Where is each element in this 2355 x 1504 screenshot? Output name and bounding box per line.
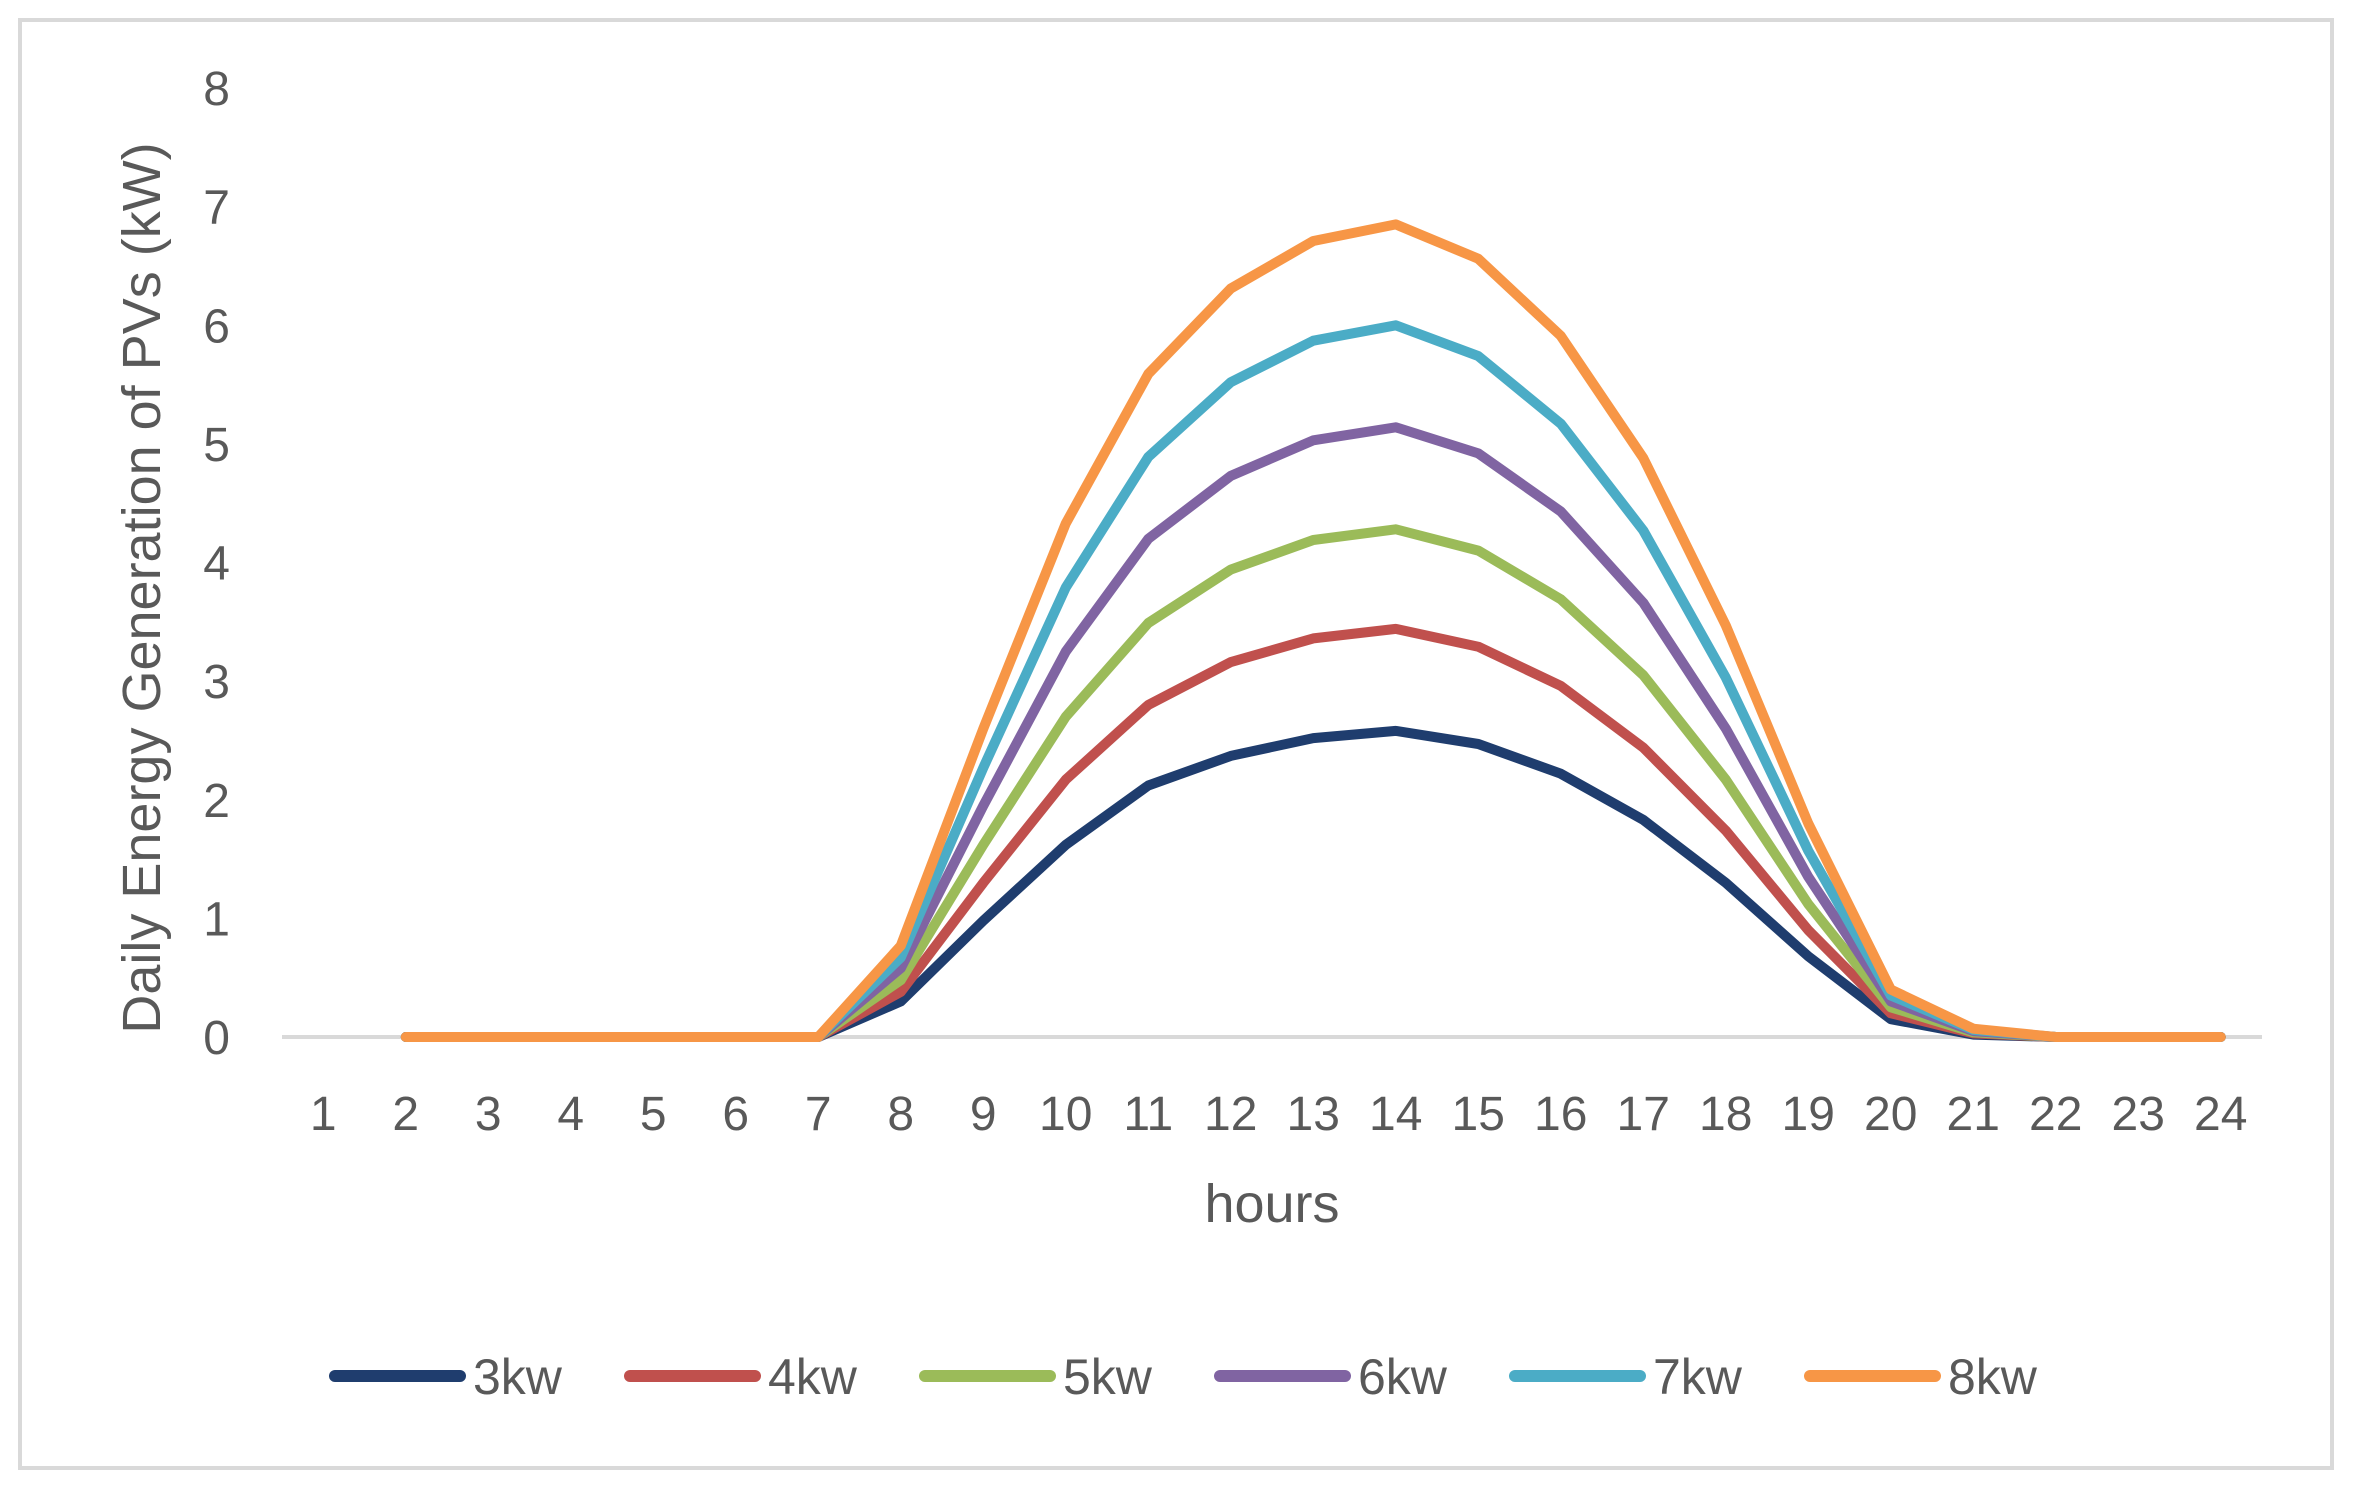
series-line-8kw [400, 219, 2226, 1042]
series-line-5kw [400, 524, 2226, 1042]
x-tick-label: 18 [1699, 1088, 1752, 1141]
x-tick-label: 8 [887, 1088, 914, 1141]
x-tick-label: 23 [2112, 1088, 2165, 1141]
y-axis-title: Daily Energy Generation of PVs (kW) [112, 142, 172, 1033]
x-tick-label: 12 [1204, 1088, 1257, 1141]
legend-label-6kw: 6kw [1358, 1349, 1448, 1405]
x-tick-label: 20 [1864, 1088, 1917, 1141]
chart-legend: 3kw 4kw 5kw 6kw 7kw 8kw [329, 1349, 2038, 1405]
chart-frame [18, 18, 2334, 1470]
x-tick-label: 16 [1534, 1088, 1587, 1141]
x-tick-label: 2 [392, 1088, 419, 1141]
x-tick-label: 24 [2194, 1088, 2247, 1141]
y-axis-ticks: 0 1 2 3 4 5 6 7 8 [203, 63, 230, 1065]
legend-label-4kw: 4kw [768, 1349, 858, 1405]
x-tick-label: 3 [475, 1088, 502, 1141]
y-tick-label: 5 [203, 419, 230, 472]
x-tick-label: 13 [1287, 1088, 1340, 1141]
legend-label-5kw: 5kw [1063, 1349, 1153, 1405]
y-tick-label: 6 [203, 300, 230, 353]
x-tick-label: 9 [970, 1088, 997, 1141]
x-axis-title: hours [1204, 1174, 1339, 1234]
x-tick-label: 11 [1123, 1088, 1173, 1141]
x-tick-label: 17 [1617, 1088, 1670, 1141]
y-tick-label: 0 [203, 1012, 230, 1065]
legend-label-3kw: 3kw [473, 1349, 563, 1405]
x-tick-label: 7 [805, 1088, 832, 1141]
series-line-6kw [400, 422, 2226, 1042]
legend-label-7kw: 7kw [1653, 1349, 1743, 1405]
legend-label-8kw: 8kw [1948, 1349, 2038, 1405]
series-line-4kw [400, 623, 2226, 1042]
x-axis-ticks: 1 2 3 4 5 6 7 8 9 10 11 12 13 14 15 16 17 18 19 20 21 22 23 24 [310, 1088, 2248, 1141]
y-tick-label: 1 [203, 893, 230, 946]
x-tick-label: 5 [640, 1088, 667, 1141]
y-tick-label: 3 [203, 656, 230, 709]
x-tick-label: 6 [722, 1088, 749, 1141]
x-tick-label: 15 [1452, 1088, 1505, 1141]
series-lines [400, 219, 2226, 1042]
x-tick-label: 10 [1039, 1088, 1092, 1141]
series-line-3kw [400, 725, 2226, 1042]
y-tick-label: 4 [203, 538, 230, 591]
x-tick-label: 1 [310, 1088, 337, 1141]
x-tick-label: 19 [1782, 1088, 1835, 1141]
y-tick-label: 7 [203, 182, 230, 235]
x-tick-label: 4 [557, 1088, 584, 1141]
y-tick-label: 2 [203, 775, 230, 828]
x-tick-label: 14 [1369, 1088, 1422, 1141]
x-tick-label: 22 [2029, 1088, 2082, 1141]
y-tick-label: 8 [203, 63, 230, 116]
x-tick-label: 21 [1947, 1088, 2000, 1141]
series-line-7kw [400, 320, 2226, 1042]
